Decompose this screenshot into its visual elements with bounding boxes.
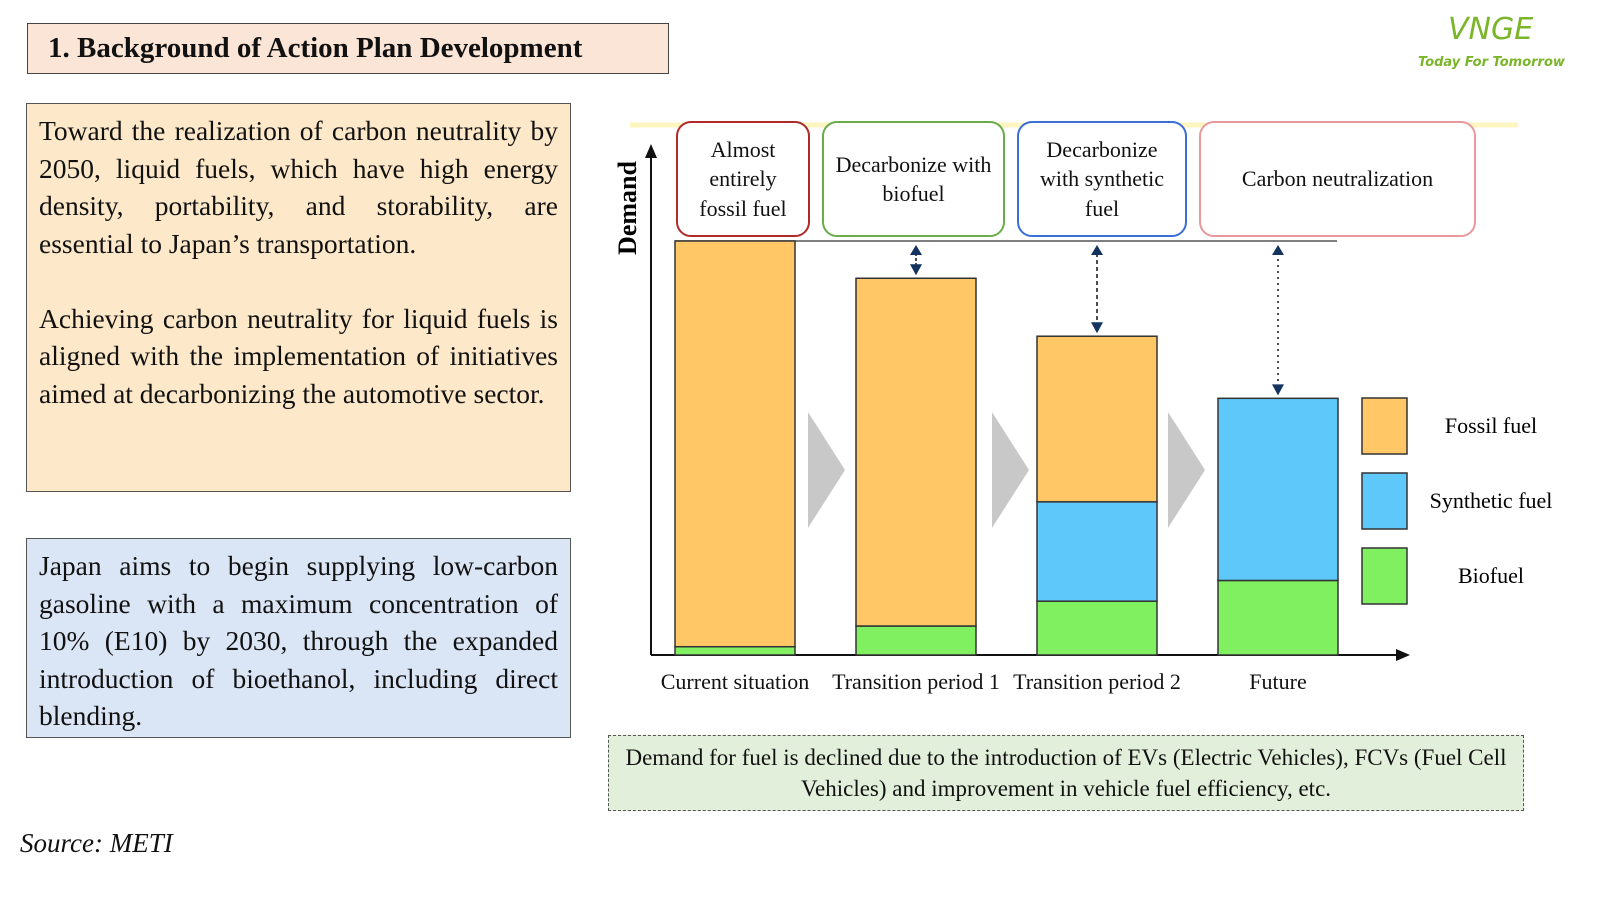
legend-swatch: [1361, 397, 1408, 455]
bar-segment: [855, 625, 977, 656]
stage-label: Almost entirely fossil fuel: [676, 121, 810, 237]
axis-arrow: [1396, 649, 1410, 661]
legend-swatch: [1361, 547, 1408, 605]
bar-segment: [1036, 335, 1158, 503]
logo-tagline: Today For Tomorrow: [1418, 55, 1565, 70]
stage-label: Decarbonize with biofuel: [822, 121, 1005, 237]
bar-segment: [674, 645, 796, 656]
bar-segment: [1036, 600, 1158, 656]
paragraph: Achieving carbon neutrality for liquid f…: [39, 302, 558, 409]
paragraph: Japan aims to begin supplying low-carbon…: [39, 550, 558, 731]
x-tick-label: Future: [1249, 669, 1307, 694]
paragraph: Toward the realization of carbon neutral…: [39, 115, 558, 259]
text-box: Japan aims to begin supplying low-carbon…: [26, 538, 571, 738]
legend-label: Synthetic fuel: [1430, 488, 1553, 513]
legend-label: Fossil fuel: [1445, 413, 1537, 438]
source: Source: METI: [20, 828, 173, 858]
text-box: Toward the realization of carbon neutral…: [26, 103, 571, 492]
x-tick-label: Transition period 2: [1013, 669, 1181, 694]
bar-segment: [1217, 397, 1339, 582]
axis-arrow: [645, 144, 657, 158]
x-tick-label: Transition period 1: [832, 669, 1000, 694]
slide-title: 1. Background of Action Plan Development: [27, 23, 669, 74]
bar-segment: [1036, 501, 1158, 602]
legend-label: Biofuel: [1458, 563, 1524, 588]
arrow-head: [910, 264, 922, 276]
logo-name: VNGE: [1448, 12, 1534, 47]
bar-segment: [855, 277, 977, 627]
y-axis-label: Demand: [613, 161, 642, 255]
bar-segment: [1217, 579, 1339, 656]
stage-label: Carbon neutralization: [1199, 121, 1476, 237]
chevron: [1168, 412, 1205, 528]
stage-label: Decarbonize with synthetic fuel: [1017, 121, 1187, 237]
arrow-head: [910, 245, 922, 255]
legend-swatch: [1361, 472, 1408, 530]
chevron: [992, 412, 1029, 528]
arrow-head: [1091, 322, 1103, 334]
arrow-head: [1272, 245, 1284, 255]
arrow-head: [1091, 245, 1103, 255]
x-tick-label: Current situation: [660, 669, 810, 694]
arrow-head: [1272, 384, 1284, 396]
bar-segment: [674, 240, 796, 648]
note: Demand for fuel is declined due to the i…: [608, 735, 1524, 811]
chevron: [808, 412, 845, 528]
